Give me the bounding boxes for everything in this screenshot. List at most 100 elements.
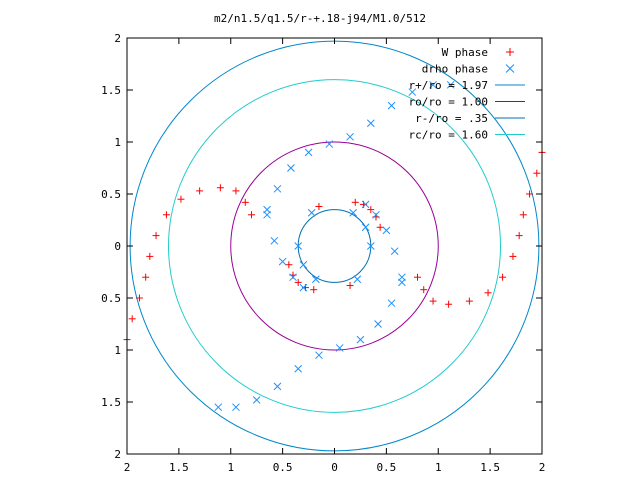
point-1-3: [304, 148, 313, 157]
point-0-11: [241, 198, 249, 206]
point-1-39: [361, 200, 370, 209]
point-1-8: [408, 88, 417, 96]
point-0-21: [465, 297, 473, 305]
point-1-7: [387, 101, 396, 110]
point-0-17: [515, 232, 523, 240]
point-0-15: [526, 190, 534, 198]
x-tick-label: 1: [227, 461, 234, 474]
point-1-9: [429, 80, 437, 89]
legend-swatch: [505, 64, 515, 73]
point-1-10: [446, 80, 455, 89]
x-tick-label: 2: [539, 461, 546, 474]
point-0-22: [445, 300, 453, 308]
point-1-29: [349, 208, 358, 217]
point-0-25: [414, 273, 421, 281]
point-0-3: [142, 273, 150, 281]
point-1-16: [315, 351, 323, 360]
legend-label: rc/ro = 1.60: [409, 129, 488, 142]
x-tick-label: 1: [435, 461, 442, 474]
point-1-32: [278, 257, 287, 266]
y-tick-label: 1: [114, 136, 121, 149]
y-tick-label: 0.5: [101, 188, 121, 201]
legend-label: r+/ro = 1.97: [409, 79, 488, 92]
point-0-5: [152, 232, 160, 240]
point-0-28: [351, 198, 359, 206]
legend-label: drho phase: [422, 63, 488, 76]
point-0-2: [135, 294, 143, 302]
circle-3: [230, 141, 439, 351]
point-1-6: [366, 119, 375, 128]
point-0-27: [346, 282, 354, 290]
point-1-36: [390, 247, 399, 256]
point-1-15: [335, 344, 344, 352]
point-0-14: [533, 169, 541, 177]
point-1-34: [299, 283, 308, 292]
chart-title: m2/n1.5/q1.5/r-+.18-j94/M1.0/512: [214, 12, 426, 25]
point-1-25: [311, 275, 320, 284]
point-0-20: [484, 289, 492, 297]
point-0-10: [232, 187, 240, 195]
point-0-7: [177, 195, 185, 203]
point-0-16: [519, 211, 527, 219]
data-points: [123, 80, 546, 412]
point-1-26: [353, 275, 362, 284]
point-1-37: [382, 226, 391, 235]
point-1-24: [299, 260, 308, 269]
point-0-6: [162, 211, 170, 219]
point-1-20: [232, 403, 240, 412]
legend: W phase drho phase r+/ro = 1.97 ro/ro = 1.0…: [409, 46, 525, 142]
y-tick-label: 1.5: [101, 84, 121, 97]
x-tick-label: 1.5: [169, 461, 189, 474]
x-tick-label: 0: [331, 461, 338, 474]
point-0-23: [429, 297, 437, 305]
point-1-13: [374, 320, 382, 328]
point-1-5: [346, 132, 354, 141]
legend-label: r-/ro = .35: [415, 112, 488, 125]
point-0-12: [248, 211, 255, 219]
point-1-17: [294, 364, 303, 373]
legend-label: W phase: [442, 46, 488, 59]
x-tick-label: 0.5: [376, 461, 396, 474]
point-1-4: [325, 140, 334, 148]
y-tick-label: 1: [114, 344, 121, 357]
point-0-4: [146, 252, 154, 260]
point-1-33: [289, 273, 297, 282]
point-0-32: [376, 223, 384, 231]
point-1-27: [366, 242, 375, 250]
point-0-33: [310, 286, 318, 294]
axis-ticks: 2 1.5 1 0.5 0 0.5 1 1.5 221.510.500.511.52: [101, 32, 545, 474]
point-1-21: [214, 403, 223, 412]
point-0-24: [420, 286, 428, 294]
point-0-1: [128, 315, 136, 323]
point-0-9: [216, 184, 224, 192]
point-1-35: [398, 273, 406, 282]
point-0-18: [509, 252, 517, 260]
point-1-30: [263, 210, 271, 219]
y-tick-label: 0: [114, 240, 121, 253]
point-1-2: [287, 164, 295, 172]
point-0-8: [196, 187, 204, 195]
y-tick-label: 2: [114, 448, 121, 461]
circle-5: [168, 79, 501, 413]
point-0-19: [499, 273, 507, 281]
point-1-22: [307, 208, 316, 217]
point-1-18: [273, 382, 282, 391]
point-1-12: [387, 299, 396, 308]
point-1-14: [356, 335, 365, 344]
point-1-1: [273, 184, 282, 193]
y-tick-label: 2: [114, 32, 121, 45]
y-tick-label: 1.5: [101, 396, 121, 409]
x-tick-label: 1.5: [480, 461, 500, 474]
circle-4: [297, 209, 372, 283]
point-0-37: [285, 261, 293, 269]
point-1-19: [252, 396, 261, 404]
y-tick-label: 0.5: [101, 292, 121, 305]
x-tick-label: 0.5: [273, 461, 293, 474]
point-1-23: [294, 242, 303, 250]
point-1-28: [361, 223, 370, 232]
legend-label: ro/ro = 1.00: [409, 96, 488, 109]
point-0-26: [315, 202, 323, 210]
point-0-35: [294, 278, 302, 286]
x-tick-label: 2: [124, 461, 131, 474]
